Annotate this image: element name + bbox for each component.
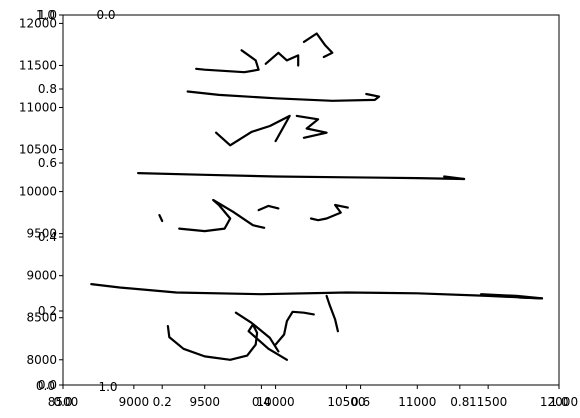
stray-tick-label: 0.0 [36, 379, 55, 393]
overlay-x-tick-label: 1.0 [549, 395, 568, 409]
plot-frame [62, 14, 560, 386]
overlay-x-tick-label: 0.8 [450, 395, 469, 409]
stray-tick-label: 0.0 [96, 8, 115, 22]
overlay-y-tick-label: 0.8 [38, 82, 57, 96]
main-x-tick-label: 10000 [256, 395, 294, 409]
main-y-tick-label: 11000 [19, 101, 57, 115]
stroke-curve-5 [325, 294, 339, 333]
overlay-y-axis: 0.0 0.2 0.4 0.6 0.8 1.0 [38, 8, 63, 392]
stroke-curve-14 [186, 90, 381, 102]
overlay-y-tick-label: 0.6 [38, 156, 57, 170]
main-y-tick-label: 11500 [19, 58, 57, 72]
overlay-y-tick-label: 0.2 [38, 304, 57, 318]
main-y-tick-label: 12000 [19, 16, 57, 30]
stroke-curve-12 [215, 114, 291, 147]
main-y-tick-label: 10500 [19, 143, 57, 157]
overlay-y-tick-label: 0.0 [38, 378, 57, 392]
stray-tick-label: 1.0 [98, 380, 117, 394]
main-x-tick-label: 10500 [327, 395, 365, 409]
main-y-tick-label: 9500 [26, 227, 57, 241]
curves-layer [90, 32, 544, 361]
overlay-x-tick-label: 0.2 [153, 395, 172, 409]
overlay-x-tick-label: 0.4 [252, 395, 271, 409]
stroke-curve-16 [264, 51, 300, 67]
main-x-tick-label: 9500 [189, 395, 220, 409]
stroke-curve-0 [90, 283, 544, 300]
main-x-tick-label: 9000 [119, 395, 150, 409]
stray-labels: 0.0 1.0 1.0 0.0 [36, 8, 118, 394]
stroke-curve-3 [234, 311, 280, 353]
main-y-axis: 8000 8500 9000 9500 10000 10500 11000 11500 1200… [19, 16, 63, 367]
stroke-curve-8 [178, 198, 266, 233]
stroke-curve-2 [166, 323, 288, 361]
stroke-curve-1 [480, 293, 544, 300]
stroke-curve-7 [443, 175, 466, 181]
main-x-tick-label: 8500 [48, 395, 79, 409]
main-x-tick-label: 11000 [398, 395, 436, 409]
overlay-x-tick-label: 0.0 [53, 395, 72, 409]
stroke-curve-17 [302, 32, 334, 59]
stroke-curve-4 [274, 310, 315, 346]
main-x-axis: 8500 9000 9500 10000 10500 11000 11500 12000 [48, 385, 578, 409]
main-x-tick-label: 11500 [469, 395, 507, 409]
overlay-x-tick-label: 0.6 [351, 395, 370, 409]
main-y-tick-label: 8500 [26, 311, 57, 325]
stroke-curve-15 [195, 49, 260, 74]
overlay-y-tick-label: 0.4 [38, 230, 57, 244]
stray-tick-label: 1.0 [36, 8, 55, 22]
main-y-tick-label: 10000 [19, 185, 57, 199]
main-x-tick-label: 12000 [540, 395, 578, 409]
stroke-curve-9 [158, 214, 164, 223]
overlay-y-tick-label: 1.0 [38, 8, 57, 22]
stroke-curve-10 [257, 204, 280, 212]
main-y-tick-label: 8000 [26, 353, 57, 367]
stroke-curve-6 [137, 172, 466, 181]
overlay-x-axis: 0.0 0.2 0.4 0.6 0.8 1.0 [53, 385, 569, 409]
stroke-curve-11 [309, 203, 349, 222]
stroke-curve-13 [295, 114, 328, 139]
main-y-tick-label: 9000 [26, 269, 57, 283]
